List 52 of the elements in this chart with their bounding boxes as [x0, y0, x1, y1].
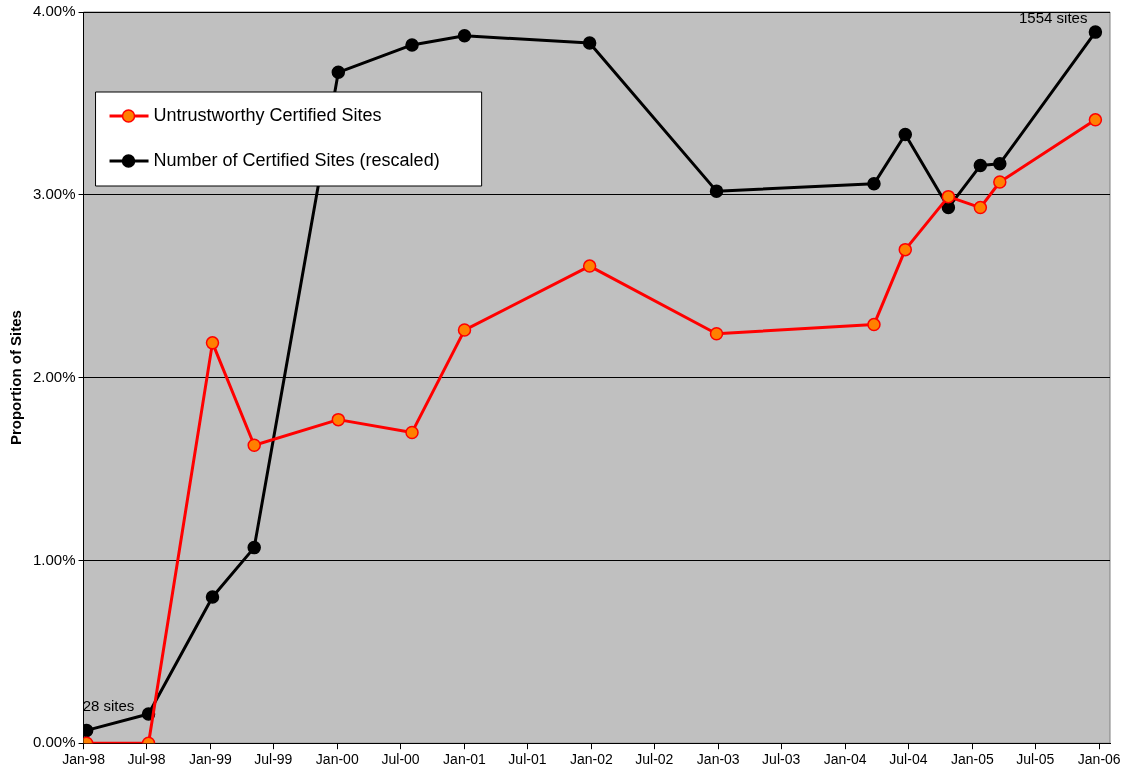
- annotation: 1554 sites: [1019, 8, 1088, 26]
- x-tick-label: Jan-06: [1077, 751, 1121, 768]
- point: [405, 425, 419, 440]
- x-tick-label: Jul-00: [381, 751, 420, 768]
- y-axis-title: Proportion of Sites: [7, 310, 25, 446]
- x-tick-label: Jul-01: [508, 751, 547, 768]
- x-tick-label: Jul-02: [635, 751, 674, 768]
- point: [247, 540, 261, 555]
- point: [205, 336, 220, 350]
- point: [405, 38, 419, 52]
- point: [993, 156, 1007, 171]
- x-tick-label: Jul-99: [254, 751, 293, 768]
- point: [973, 200, 988, 215]
- point: [867, 177, 881, 191]
- y-tick-label: 3.00%: [32, 184, 76, 202]
- point: [973, 158, 988, 173]
- point: [898, 127, 913, 142]
- point: [457, 29, 472, 43]
- x-tick-label: Jan-04: [823, 751, 867, 768]
- point: [993, 175, 1007, 189]
- point: [709, 184, 724, 198]
- x-tick-label: Jul-04: [889, 751, 928, 768]
- point: [457, 323, 472, 337]
- y-tick-label: 1.00%: [32, 550, 76, 568]
- x-tick-label: Jan-05: [950, 751, 994, 768]
- point: [709, 326, 724, 341]
- x-tick-label: Jan-02: [569, 751, 613, 768]
- x-tick-label: Jan-00: [315, 751, 359, 768]
- point: [941, 189, 956, 204]
- point: [1088, 113, 1103, 127]
- x-tick-label: Jan-98: [62, 751, 106, 768]
- x-tick-label: Jan-03: [696, 751, 740, 768]
- x-tick-label: Jul-05: [1016, 751, 1055, 768]
- x-tick-label: Jan-01: [443, 751, 487, 768]
- x-tick-label: Jan-99: [189, 751, 233, 768]
- y-tick-label: 2.00%: [32, 367, 76, 385]
- point: [1088, 25, 1103, 39]
- point: [867, 317, 881, 332]
- point: [898, 242, 913, 257]
- x-tick-label: Jul-98: [127, 751, 166, 768]
- point: [331, 412, 346, 427]
- legend-label: Untrustworthy Certified Sites: [153, 104, 382, 125]
- annotation: 28 sites: [82, 697, 135, 715]
- y-tick-label: 0.00%: [32, 733, 76, 751]
- point: [582, 259, 597, 273]
- x-tick-label: Jul-03: [762, 751, 801, 768]
- point: [247, 438, 261, 452]
- point: [331, 65, 346, 80]
- y-tick-label: 4.00%: [32, 2, 76, 20]
- legend-label: Number of Certified Sites (rescaled): [153, 149, 440, 170]
- point: [205, 590, 220, 604]
- point: [582, 36, 597, 50]
